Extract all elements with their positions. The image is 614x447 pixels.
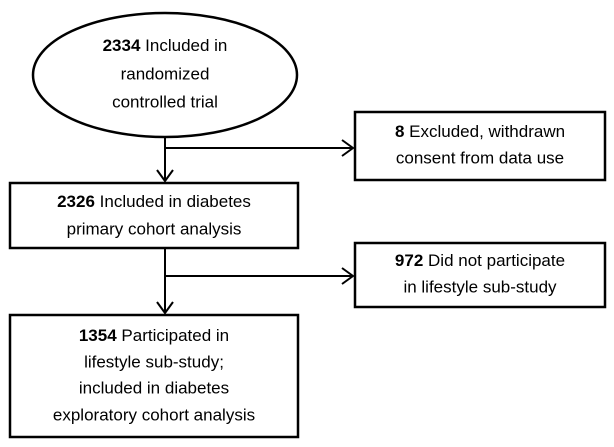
text-line: Included in [145,36,227,55]
count: 2326 [57,192,95,211]
text-line: Included in diabetes [100,192,251,211]
cohort-box [8,181,300,250]
node-text: 972 Did not participate [395,251,565,270]
count: 2334 [103,36,141,55]
text-line: consent from data use [396,148,564,167]
exclusion-box [353,110,607,182]
text-line: controlled trial [112,92,218,111]
arrowhead [156,169,174,183]
node-text: 1354 Participated in [79,326,229,345]
count: 8 [395,122,404,141]
count: 1354 [79,326,117,345]
node-text: 8 Excluded, withdrawn [395,122,565,141]
arrowhead [341,139,355,157]
text-line: randomized [121,64,210,83]
text-line: included in diabetes [79,378,229,397]
cohort-box [8,313,300,439]
text-line: lifestyle sub-study; [84,352,224,371]
text-line: Excluded, withdrawn [409,122,565,141]
text-line: primary cohort analysis [67,219,242,238]
text-line: Participated in [121,326,229,345]
arrowhead [341,267,355,285]
connectors [156,137,355,315]
start-ellipse [31,11,299,139]
exclusion-box [353,241,607,309]
text-line: Did not participate [428,251,565,270]
text-line: exploratory cohort analysis [53,405,255,424]
arrowhead [156,301,174,315]
node-text: 2326 Included in diabetes [57,192,251,211]
text-line: in lifestyle sub-study [403,277,557,296]
count: 972 [395,251,423,270]
node-text: 2334 Included in [103,36,228,55]
